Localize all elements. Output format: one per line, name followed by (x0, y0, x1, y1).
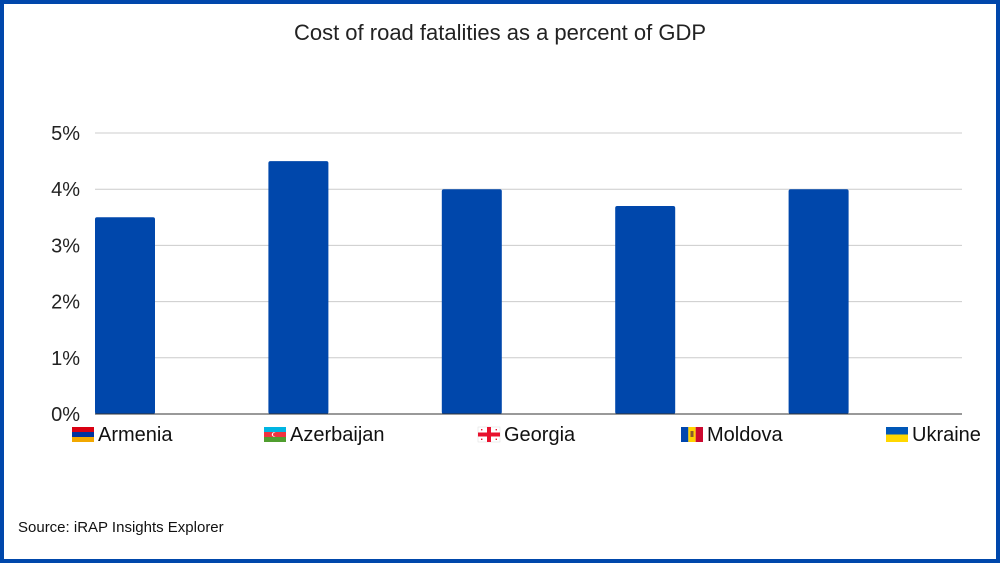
source-note: Source: iRAP Insights Explorer (18, 519, 224, 536)
bar-georgia (441, 189, 502, 414)
x-axis-labels: Armenia Azerbaijan Georgia Moldova Ukraine (72, 424, 981, 446)
x-tick-label: Armenia (98, 424, 173, 446)
x-tick-label: Ukraine (912, 424, 981, 446)
ukraine-flag-icon (886, 427, 908, 442)
georgia-flag-icon (477, 426, 501, 443)
chart-title: Cost of road fatalities as a percent of … (293, 20, 707, 45)
bar-armenia (95, 217, 155, 414)
bar-moldova (615, 206, 676, 414)
y-tick-label: 3% (51, 235, 80, 257)
y-tick-label: 4% (51, 179, 80, 201)
x-tick-label: Moldova (707, 424, 783, 446)
x-tick-label: Georgia (504, 424, 576, 446)
y-axis-ticks: 0% 1% 2% 3% 4% 5% (51, 123, 80, 426)
y-tick-label: 0% (51, 404, 80, 426)
azerbaijan-flag-icon (264, 427, 286, 442)
x-tick-label: Azerbaijan (290, 424, 385, 446)
y-tick-label: 1% (51, 348, 80, 370)
y-tick-label: 5% (51, 123, 80, 145)
y-tick-label: 2% (51, 292, 80, 314)
bar-azerbaijan (268, 161, 329, 414)
armenia-flag-icon (72, 427, 94, 442)
bar-ukraine (788, 189, 849, 414)
bars (95, 161, 849, 414)
moldova-flag-icon (681, 427, 703, 442)
